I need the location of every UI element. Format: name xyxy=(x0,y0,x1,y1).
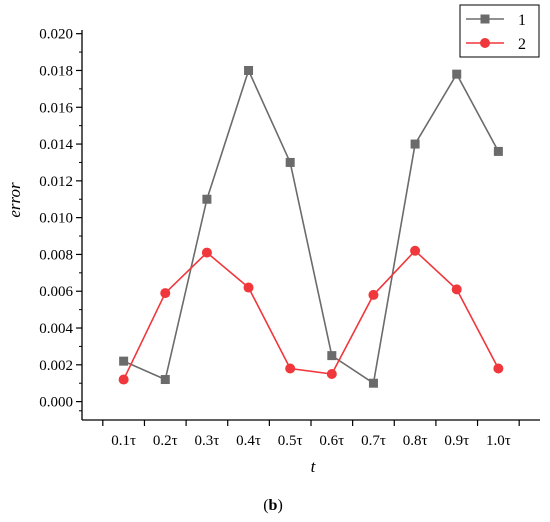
series-2-point xyxy=(160,288,171,299)
y-tick-label: 0.016 xyxy=(39,100,73,116)
x-tick-label: 0.2τ xyxy=(153,433,178,449)
x-tick-label: 0.5τ xyxy=(278,433,303,449)
series-1-point xyxy=(368,378,378,388)
figure-caption: (b) xyxy=(263,497,283,514)
legend-label-2: 2 xyxy=(518,36,526,53)
series-layer xyxy=(118,65,504,388)
x-axis-title: t xyxy=(311,457,317,476)
y-tick-label: 0.006 xyxy=(39,284,73,300)
caption-open: ( xyxy=(263,497,268,514)
series-2-point xyxy=(368,289,379,300)
x-tick-label: 0.1τ xyxy=(111,433,136,449)
x-tick-label: 0.3τ xyxy=(195,433,220,449)
series-1-point xyxy=(244,65,254,75)
legend-label-1: 1 xyxy=(518,12,526,29)
series-1-point xyxy=(202,194,212,204)
series-1-point xyxy=(410,139,420,149)
x-tick-label: 0.8τ xyxy=(403,433,428,449)
y-tick-label: 0.012 xyxy=(39,174,73,190)
series-1-line xyxy=(123,68,500,385)
caption-letter: b xyxy=(269,497,278,514)
legend-marker-1 xyxy=(480,14,490,24)
series-1-point xyxy=(493,146,503,156)
y-tick-label: 0.014 xyxy=(39,137,73,153)
legend-box xyxy=(459,4,540,58)
y-tick-label: 0.008 xyxy=(39,247,73,263)
y-tick-label: 0.002 xyxy=(39,358,73,374)
y-axis-title: error xyxy=(5,182,24,218)
series-1-point xyxy=(327,351,337,361)
series-2-point xyxy=(243,282,254,293)
series-2-point xyxy=(493,363,504,374)
series-2-point xyxy=(201,247,212,258)
axes: 0.000 0.002 0.004 0.006 0.008 0.010 0.012 0.014… xyxy=(39,27,540,449)
series-2-line xyxy=(122,249,500,380)
x-tick-label: 0.4τ xyxy=(236,433,261,449)
series-2-point xyxy=(410,245,421,256)
x-tick-label: 1.0τ xyxy=(486,433,511,449)
x-tick-label: 0.6τ xyxy=(319,433,344,449)
series-1-point xyxy=(452,69,462,79)
x-tick-label: 0.7τ xyxy=(361,433,386,449)
x-tick-label: 0.9τ xyxy=(444,433,469,449)
series-2-point xyxy=(118,374,129,385)
legend: 12 xyxy=(459,4,540,58)
series-1-point xyxy=(285,157,295,167)
series-2-point xyxy=(285,363,296,374)
y-tick-label: 0.004 xyxy=(39,321,73,337)
series-1-point xyxy=(160,375,170,385)
y-tick-label: 0.018 xyxy=(39,63,73,79)
caption-close: ) xyxy=(277,497,282,514)
legend-marker-2 xyxy=(480,38,490,48)
series-2-point xyxy=(326,369,337,380)
y-tick-label: 0.010 xyxy=(39,211,73,227)
y-tick-label: 0.020 xyxy=(39,27,73,43)
series-2-point xyxy=(451,284,462,295)
y-tick-label: 0.000 xyxy=(39,395,73,411)
series-1-point xyxy=(119,356,129,366)
